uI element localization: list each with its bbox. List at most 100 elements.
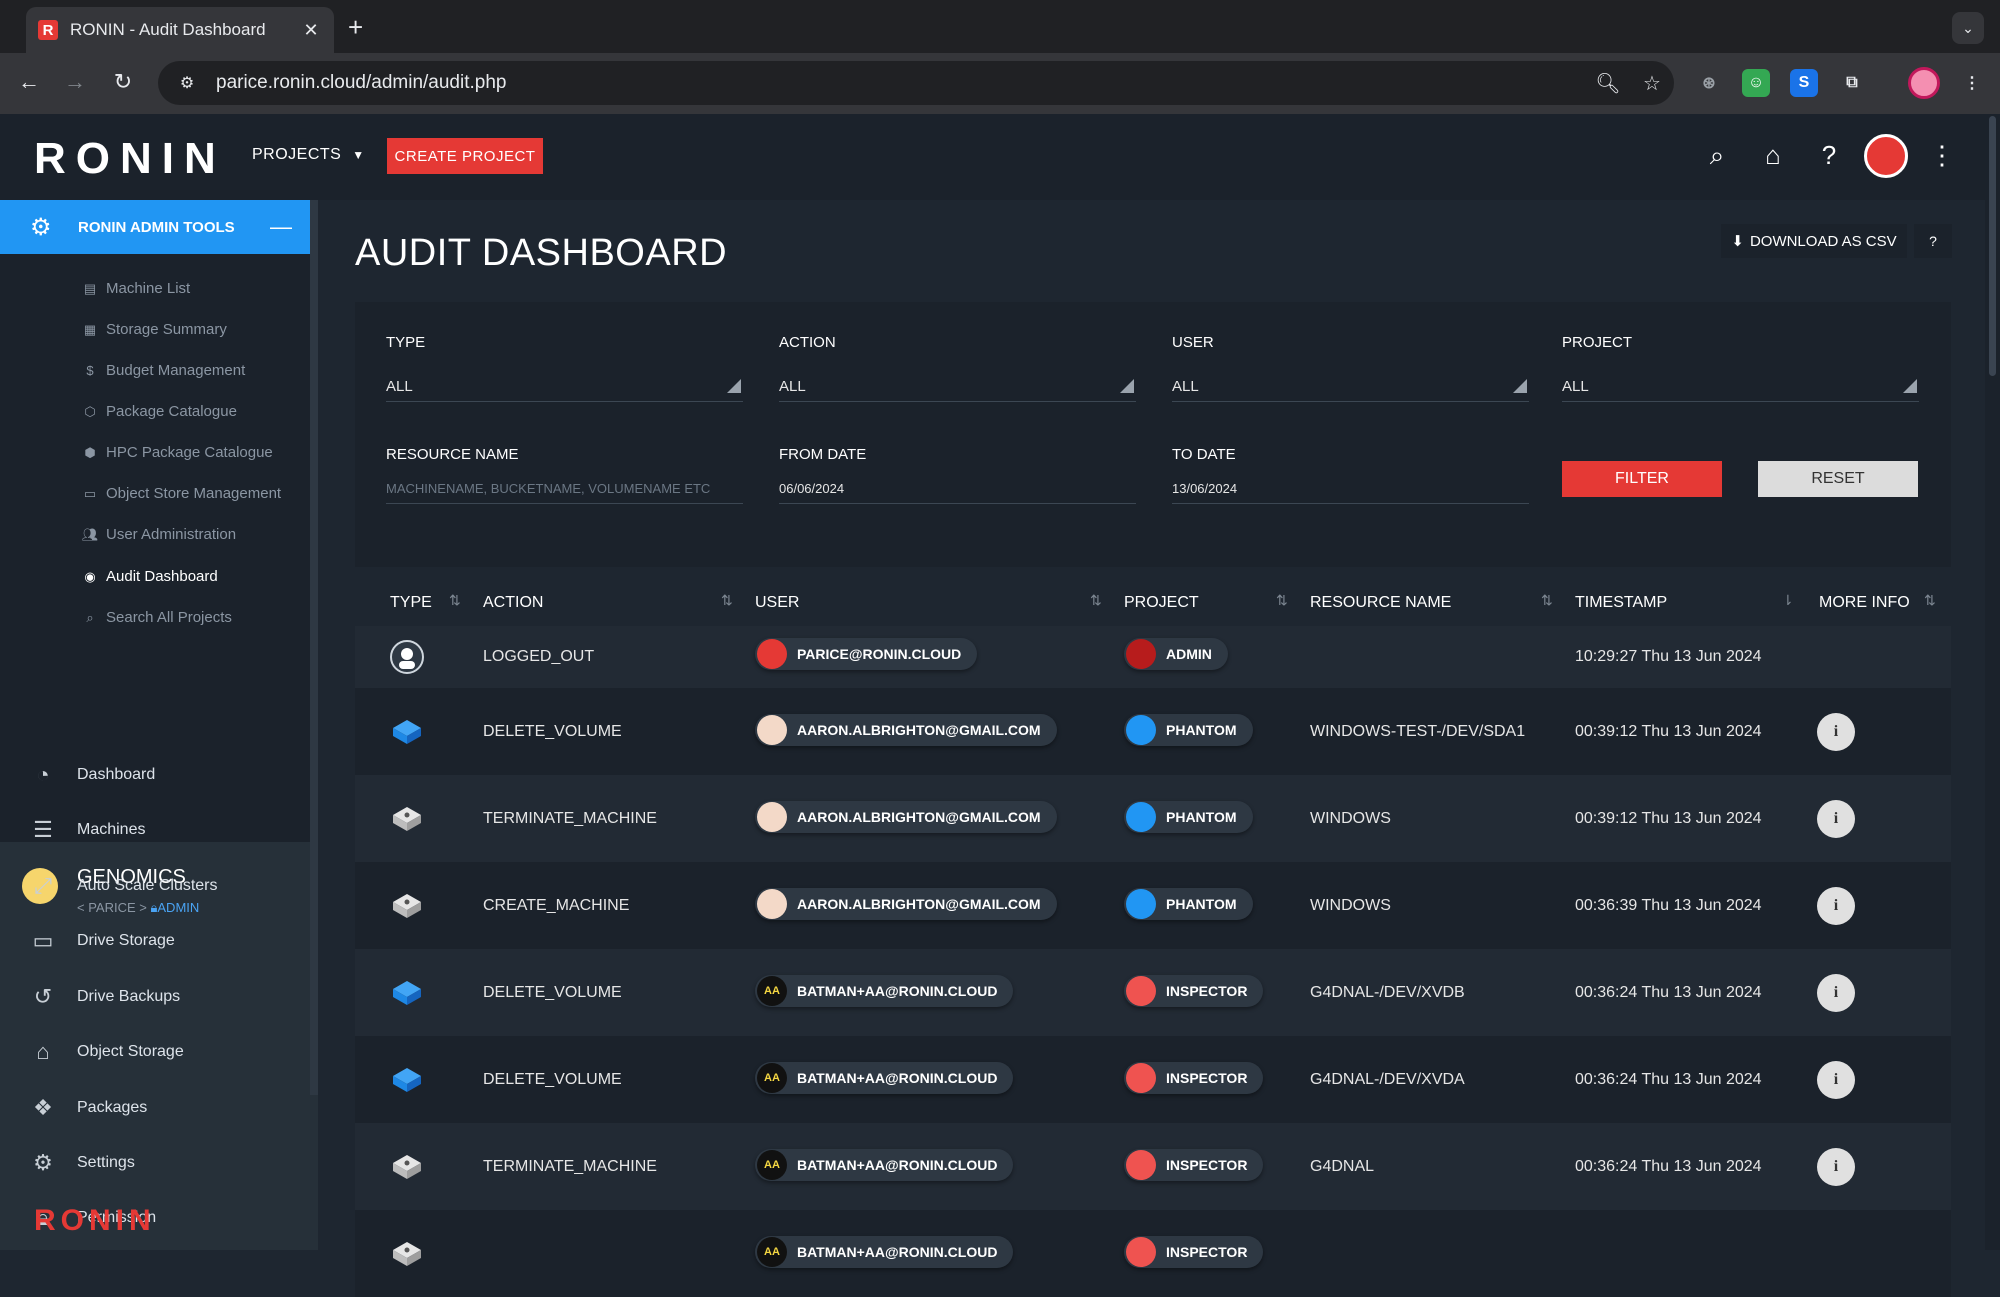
project-chip[interactable]: INSPECTOR [1124,1062,1264,1094]
sidebar-item-drive-backups[interactable]: ↺ Drive Backups [30,984,180,1010]
search-icon[interactable]: ⌕ [1709,140,1725,170]
chevron-down-icon[interactable]: ⌄ [1952,12,1984,44]
extensions-puzzle-icon[interactable]: ⧉ [1846,74,1858,91]
project-chip[interactable]: ADMIN [1124,638,1228,670]
sidebar-item-dashboard[interactable]: ◔ Dashboard [30,762,155,788]
more-info-button[interactable]: i [1817,887,1855,925]
col-header-action[interactable]: ACTION [483,594,544,611]
user-chip[interactable]: AARON.ALBRIGHTON@GMAIL.COM [755,801,1057,833]
user-avatar[interactable] [1864,134,1908,178]
col-header-resource-name[interactable]: RESOURCE NAME [1310,594,1452,611]
star-icon[interactable]: ☆ [1643,72,1661,95]
more-info-button[interactable]: i [1817,800,1855,838]
back-icon[interactable]: ← [18,69,40,94]
sort-icon[interactable]: ⇅ [1541,592,1553,608]
scrollbar-thumb[interactable] [1989,116,1996,376]
project-chip[interactable]: INSPECTOR [1124,975,1264,1007]
new-tab-icon[interactable]: + [348,12,364,42]
more-info-button[interactable]: i [1817,1148,1855,1186]
sidebar-item-machines[interactable]: ☰ Machines [30,817,145,843]
create-project-button[interactable]: CREATE PROJECT [387,138,543,174]
resource-name-input[interactable]: MACHINENAME, BUCKETNAME, VOLUMENAME ETC [386,474,743,504]
user-chip[interactable]: AA BATMAN+AA@RONIN.CLOUD [755,1149,1014,1181]
project-chip[interactable]: PHANTOM [1124,714,1253,746]
gear-icon: ⚙ [30,213,52,241]
user-chip[interactable]: PARICE@RONIN.CLOUD [755,638,978,670]
sort-icon[interactable]: ⇅ [1276,592,1288,608]
sidebar-item-object-storage[interactable]: ⌂ Object Storage [30,1039,183,1065]
sort-icon[interactable]: ⇅ [721,592,733,608]
admin-item-label: Search All Projects [106,609,232,626]
admin-item-audit-dashboard[interactable]: ◉ Audit Dashboard [80,568,217,585]
col-header-user[interactable]: USER [755,594,800,611]
from-date-input[interactable]: 06/06/2024 [779,474,1136,504]
help-icon[interactable]: ? [1821,140,1837,170]
project-chip[interactable]: INSPECTOR [1124,1236,1264,1268]
type-filter-select[interactable]: ALL [386,372,743,402]
help-icon[interactable]: ? [1914,224,1952,258]
reset-button[interactable]: RESET [1758,461,1918,497]
current-project[interactable]: GENOMICS < PARICE > 🔒︎ADMIN [0,842,310,950]
forward-icon[interactable]: → [64,69,86,94]
sort-icon[interactable]: ⇅ [1090,592,1102,608]
projects-label: PROJECTS [252,146,342,163]
more-vert-icon[interactable]: ⋮ [1929,140,1955,170]
extension-green-icon[interactable]: ☺ [1742,69,1770,97]
sidebar-item-settings[interactable]: ⚙ Settings [30,1150,135,1176]
action-filter-select[interactable]: ALL [779,372,1136,402]
admin-item-hpc-package-catalogue[interactable]: ⬢ HPC Package Catalogue [80,444,272,461]
projects-dropdown[interactable]: PROJECTS ▼ [252,146,365,164]
admin-item-search-all-projects[interactable]: ⌕ Search All Projects [80,609,232,626]
admin-item-storage-summary[interactable]: ▦ Storage Summary [80,321,227,338]
sidebar-item-permission[interactable]: 🔒︎ Permission [30,1205,156,1231]
more-info-button[interactable]: i [1817,713,1855,751]
profile-avatar[interactable] [1908,67,1940,99]
sort-icon[interactable]: ⇅ [1924,592,1936,608]
sort-desc-icon[interactable]: ⇂ [1782,592,1794,608]
sidebar-item-drive-storage[interactable]: ▭ Drive Storage [30,928,175,954]
user-filter-label: USER [1172,334,1214,351]
site-settings-icon[interactable]: ⚙ [179,75,195,92]
project-chip[interactable]: PHANTOM [1124,801,1253,833]
col-header-timestamp[interactable]: TIMESTAMP [1575,594,1668,611]
user-chip[interactable]: AA BATMAN+AA@RONIN.CLOUD [755,1062,1014,1094]
project-chip[interactable]: INSPECTOR [1124,1149,1264,1181]
col-header-more-info[interactable]: MORE INFO [1819,594,1910,611]
download-csv-button[interactable]: ⬇ DOWNLOAD AS CSV [1721,224,1907,258]
reload-icon[interactable]: ↻ [113,69,133,94]
sidebar-scrollbar[interactable] [310,200,318,1095]
user-chip[interactable]: AARON.ALBRIGHTON@GMAIL.COM [755,888,1057,920]
sort-icon[interactable]: ⇅ [449,592,461,608]
user-chip[interactable]: AARON.ALBRIGHTON@GMAIL.COM [755,714,1057,746]
user-filter-select[interactable]: ALL [1172,372,1529,402]
user-chip[interactable]: AA BATMAN+AA@RONIN.CLOUD [755,975,1014,1007]
admin-item-budget-management[interactable]: $ Budget Management [80,362,245,379]
browser-tab[interactable]: R RONIN - Audit Dashboard ✕ [26,7,334,53]
project-filter-select[interactable]: ALL [1562,372,1919,402]
col-header-project[interactable]: PROJECT [1124,594,1199,611]
admin-item-package-catalogue[interactable]: ⬡ Package Catalogue [80,403,237,420]
browser-menu-icon[interactable]: ⋮ [1964,75,1980,92]
extension-s-icon[interactable]: S [1790,69,1818,97]
sidebar-item-auto-scale-clusters[interactable]: ⤢ Auto Scale Clusters [30,873,217,899]
more-info-button[interactable]: i [1817,1061,1855,1099]
project-chip[interactable]: PHANTOM [1124,888,1253,920]
admin-item-user-administration[interactable]: 👥︎ User Administration [80,526,236,543]
to-date-input[interactable]: 13/06/2024 [1172,474,1529,504]
url-text[interactable]: parice.ronin.cloud/admin/audit.php [216,72,507,93]
sidebar-item-packages[interactable]: ❖ Packages [30,1095,147,1121]
zoom-icon[interactable]: 🔍︎ [1595,72,1621,95]
admin-item-machine-list[interactable]: ▤ Machine List [80,280,190,297]
user-chip[interactable]: AA BATMAN+AA@RONIN.CLOUD [755,1236,1014,1268]
close-icon[interactable]: ✕ [303,19,319,40]
page-scrollbar[interactable] [1985,114,2000,1250]
more-info-button[interactable]: i [1817,974,1855,1012]
home-icon[interactable]: ⌂ [1765,140,1781,170]
ronin-admin-tools-toggle[interactable]: ⚙ RONIN ADMIN TOOLS — [0,200,310,254]
extension-openai-icon[interactable]: ⊛ [1702,75,1716,92]
address-bar[interactable]: ⚙ parice.ronin.cloud/admin/audit.php 🔍︎ … [158,61,1674,105]
filter-button[interactable]: FILTER [1562,461,1722,497]
admin-item-object-store-management[interactable]: ▭ Object Store Management [80,485,281,502]
col-header-type[interactable]: TYPE [390,594,432,611]
ronin-logo[interactable]: RONIN [34,134,226,183]
